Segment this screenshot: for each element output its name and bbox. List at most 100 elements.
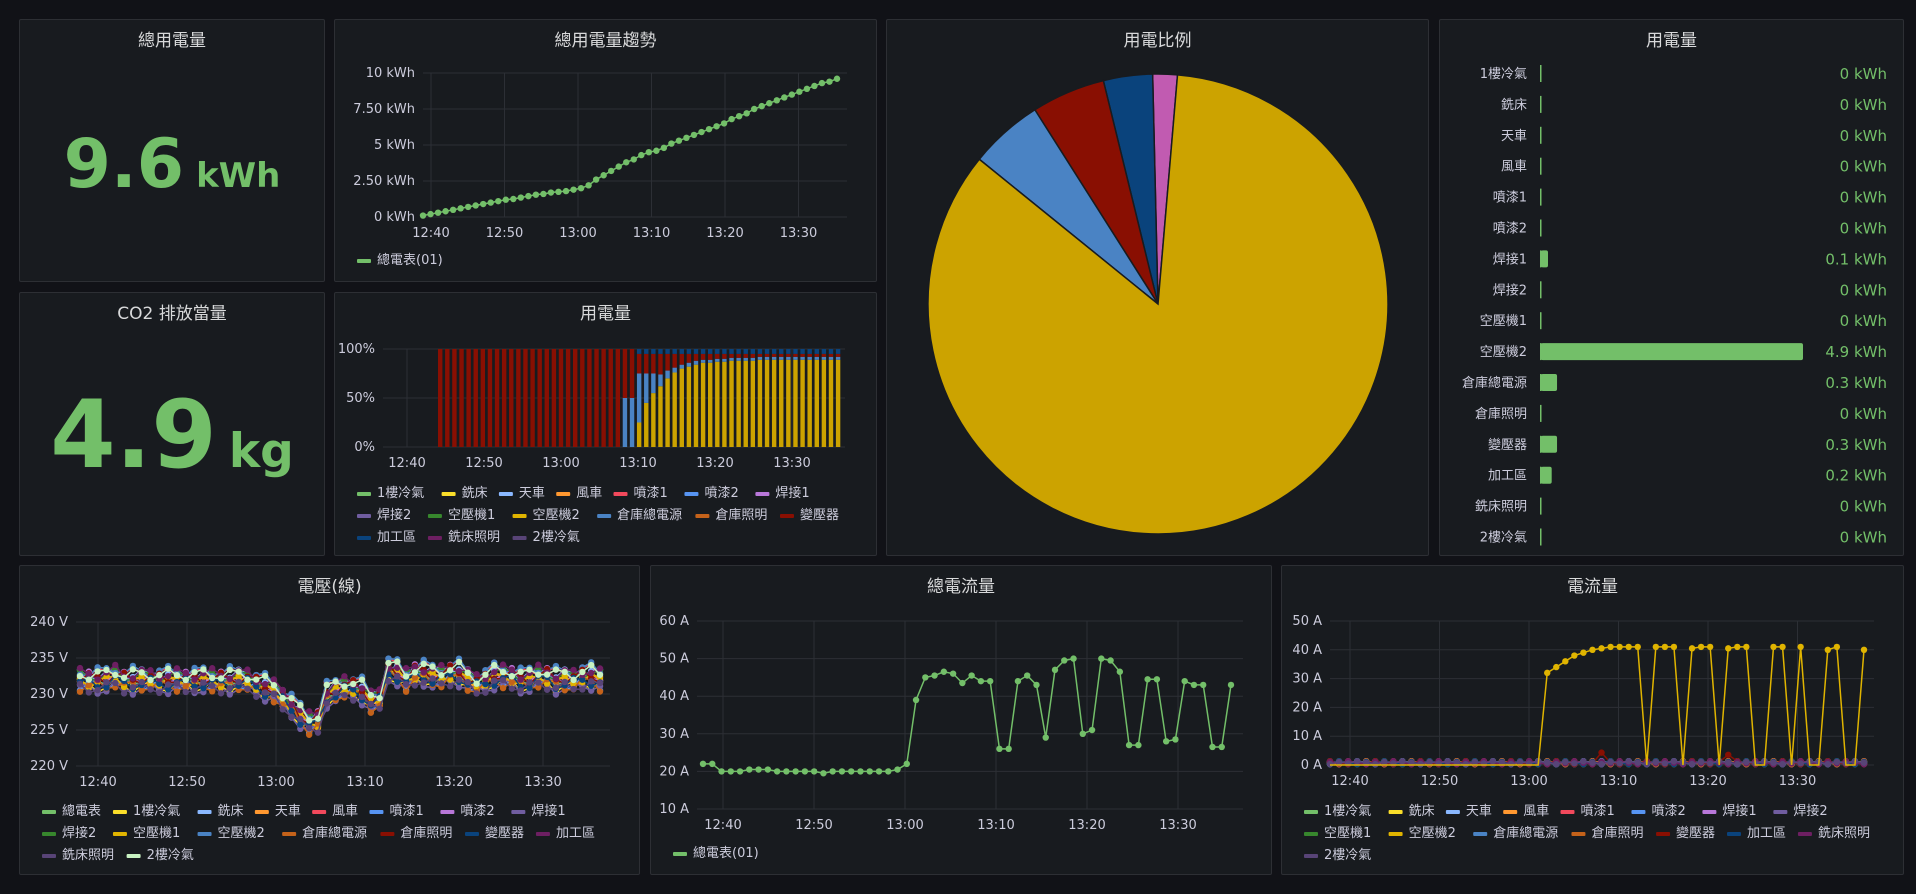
voltage-point: [482, 680, 489, 688]
stack-bar-segment: [807, 353, 812, 357]
bar-gauge-label: 空壓機2: [1480, 345, 1527, 360]
legend-label: 噴漆2: [704, 485, 738, 501]
x-tick-label: 12:50: [465, 456, 502, 471]
stack-bar-segment: [821, 353, 827, 357]
stack-bar-segment: [651, 353, 656, 374]
stack-bar-segment: [551, 349, 557, 447]
total-energy-panel[interactable]: 總用電量 9.6 kWh: [19, 19, 325, 282]
total-current-line: [703, 657, 1232, 775]
stack-bar-segment: [644, 353, 649, 374]
voltage-point: [394, 658, 401, 665]
voltage-point: [288, 713, 295, 720]
total-current-point: [755, 766, 762, 773]
stack-bar-segment: [771, 349, 777, 354]
total-current-point: [1227, 681, 1235, 689]
current-chart[interactable]: 0 A 10 A 20 A 30 A 40 A 50 A 12:40 12:50 13:00 13…: [1282, 566, 1904, 875]
bar-gauge-value: 0 kWh: [1840, 529, 1887, 547]
stack-bar-segment: [565, 349, 571, 447]
total-current-point: [1024, 672, 1031, 679]
stack-bar-segment: [708, 362, 713, 447]
stack-bar-segment: [793, 353, 798, 357]
usage-ratio-pie[interactable]: [887, 20, 1429, 556]
total-current-chart[interactable]: 10 A 20 A 30 A 40 A 50 A 60 A 12:40 12:50 13:00 1…: [651, 566, 1272, 875]
total-current-point: [959, 679, 966, 687]
usage-ratio-panel[interactable]: 用電比例: [886, 19, 1429, 556]
voltage-point: [579, 668, 586, 676]
stack-bar-segment: [665, 370, 670, 379]
voltage-point: [482, 689, 489, 696]
co2-panel[interactable]: CO2 排放當量 4.9 kg: [19, 292, 325, 556]
stack-bar-segment: [501, 349, 507, 447]
current-compressor2-point: [1616, 643, 1623, 651]
voltage-point: [464, 678, 471, 686]
trend-point: [547, 189, 555, 196]
stack-bar-segment: [700, 362, 706, 447]
current-point: [1625, 758, 1632, 765]
usage-stack-chart[interactable]: 0% 50% 100% 12:40 12:50 13:00 13:10 13:20 13:30 1…: [335, 293, 877, 556]
total-current-point: [1079, 730, 1086, 737]
total-current-point: [1051, 666, 1059, 674]
legend-label: 空壓機1: [133, 826, 180, 841]
current-compressor2-point: [1544, 669, 1551, 677]
voltage-chart[interactable]: 220 V 225 V 230 V 235 V 240 V 12:40 12:50 13:00…: [20, 566, 640, 875]
legend-swatch: [369, 810, 384, 814]
voltage-point: [226, 691, 234, 698]
legend-label: 空壓機2: [218, 826, 265, 841]
total-current-point: [773, 768, 781, 775]
trend-point: [517, 194, 525, 201]
voltage-point: [508, 685, 516, 692]
total-current-point: [1005, 745, 1012, 753]
y-tick-label: 40 A: [659, 689, 689, 704]
legend-label: 加工區: [556, 826, 595, 841]
voltage-point: [253, 683, 260, 690]
total-current-point: [792, 768, 799, 775]
voltage-panel[interactable]: 電壓(線) 220 V 225 V 230 V 235 V 240 V 12:40 12:5…: [19, 565, 640, 875]
total-current-point: [949, 670, 957, 677]
legend-label: 噴漆1: [634, 485, 668, 501]
voltage-point: [76, 664, 84, 672]
legend-swatch: [1727, 832, 1741, 836]
voltage-point: [587, 661, 595, 669]
legend-swatch: [197, 810, 212, 814]
stack-bar-segment: [672, 353, 677, 368]
voltage-point: [543, 671, 551, 678]
voltage-point: [147, 667, 154, 674]
stack-bar-segment: [764, 356, 770, 360]
trend-point: [525, 192, 532, 200]
total-current-point: [699, 760, 707, 768]
legend-label: 焊接1: [531, 803, 565, 819]
stack-bar-segment: [530, 349, 535, 447]
stack-bar-segment: [722, 358, 727, 362]
panel-title: 電壓(線): [297, 577, 362, 597]
total-current-point: [1070, 655, 1077, 662]
legend-label: 天車: [1466, 804, 1492, 819]
bar-gauge-baseline: [1540, 188, 1542, 206]
x-tick-label: 13:00: [886, 818, 923, 833]
stack-bar-segment: [800, 349, 805, 354]
trend-point: [811, 82, 818, 90]
y-tick-label: 0 A: [1301, 758, 1322, 773]
bar-gauge-value: 0 kWh: [1840, 312, 1887, 330]
energy-trend-panel[interactable]: 總用電量趨勢 0 kWh 2.50 kWh 5 kWh 7.50 kWh 10 kWh 1…: [334, 19, 877, 282]
bar-gauge-label: 焊接2: [1493, 282, 1527, 298]
bar-gauge-baseline: [1540, 528, 1542, 546]
voltage-point: [297, 701, 304, 709]
legend-swatch: [684, 492, 699, 496]
legend-swatch: [535, 832, 550, 836]
voltage-point: [473, 680, 480, 687]
legend-label: 加工區: [1747, 826, 1786, 841]
energy-trend-chart[interactable]: 0 kWh 2.50 kWh 5 kWh 7.50 kWh 10 kWh 12:40 12:…: [335, 20, 877, 282]
voltage-point: [579, 686, 586, 693]
stack-bar-segment: [722, 349, 727, 354]
stack-bar-segment: [700, 353, 706, 360]
total-current-panel[interactable]: 總電流量 10 A 20 A 30 A 40 A 50 A 60 A 12:40 12:50 1…: [650, 565, 1272, 875]
trend-point: [766, 100, 773, 107]
usage-stack-panel[interactable]: 用電量 0% 50% 100% 12:40 12:50 13:00 13:10 13:20 13…: [334, 292, 877, 556]
voltage-point: [191, 668, 198, 676]
usage-bargauge-panel[interactable]: 用電量 1樓冷氣 0 kWh 銑床 0 kWh 天車 0 kWh 風車 0 kWh 噴漆1 0 k…: [1439, 19, 1904, 556]
current-compressor2-point: [1725, 645, 1732, 652]
stack-bar-segment: [715, 358, 720, 362]
legend-label: 變壓器: [485, 825, 524, 841]
voltage-point: [103, 666, 110, 674]
current-panel[interactable]: 電流量 0 A 10 A 20 A 30 A 40 A 50 A 12:40 12:50 13:…: [1281, 565, 1904, 875]
